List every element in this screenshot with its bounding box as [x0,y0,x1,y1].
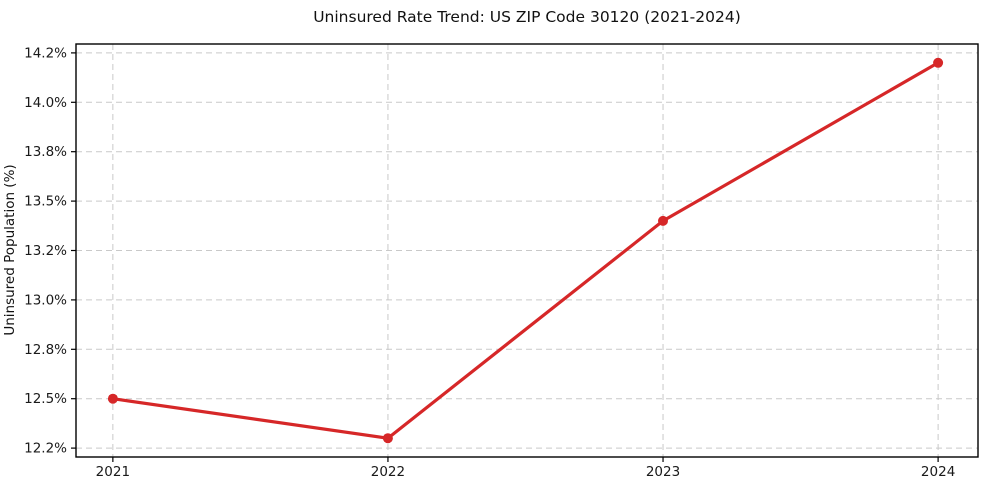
x-tick-label: 2021 [96,464,130,480]
y-axis-label: Uninsured Population (%) [2,164,18,335]
y-tick-label: 13.0% [24,292,67,308]
x-tick-label: 2022 [371,464,405,480]
y-tick-label: 13.8% [24,144,67,160]
y-tick-label: 14.2% [24,45,67,61]
chart-title: Uninsured Rate Trend: US ZIP Code 30120 … [313,8,741,26]
gridlines-group [76,44,978,457]
series-group [107,57,944,444]
data-point-marker [933,57,944,68]
data-point-marker [658,215,668,226]
x-tick-label: 2023 [646,464,680,480]
data-point-marker [107,393,118,404]
y-tick-label: 14.0% [24,95,67,111]
plot-border [75,43,979,458]
y-tick-label: 13.2% [24,243,67,259]
axes-group: 12.2% 12.5% 12.8% 13.0% 13.2% 13.5% 13.8% 14.0%… [24,43,979,480]
trend-line [111,61,940,440]
y-tick-label: 12.8% [24,342,67,358]
y-tick-label: 12.2% [24,441,67,457]
y-tick-label: 13.5% [24,194,67,210]
y-tick-label: 12.5% [24,391,67,407]
data-point-marker [382,433,393,444]
x-tick-label: 2024 [921,464,955,480]
